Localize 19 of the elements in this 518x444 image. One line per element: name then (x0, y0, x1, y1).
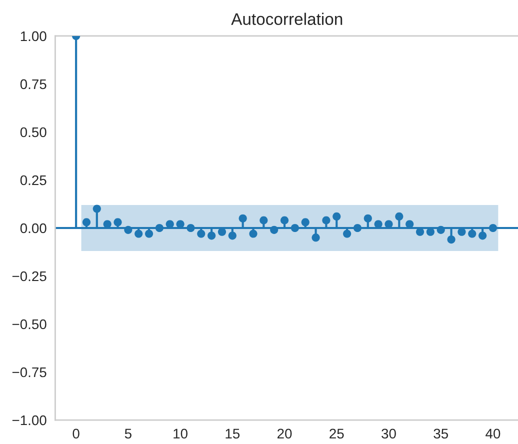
y-tick-label: −0.75 (12, 367, 46, 378)
x-tick-label: 25 (330, 428, 344, 439)
x-tick-label: 5 (124, 428, 132, 439)
x-tick-label: 20 (277, 428, 292, 439)
y-tick-label: 1.00 (20, 31, 46, 42)
y-tick-label: 0.25 (20, 175, 46, 186)
y-tick-label: −0.50 (12, 319, 46, 330)
x-tick-label: 40 (486, 428, 500, 439)
chart-title: Autocorrelation (231, 12, 342, 26)
y-tick-label: 0.75 (20, 79, 46, 90)
x-tick-label: 30 (382, 428, 396, 439)
x-tick-label: 10 (174, 428, 188, 439)
y-tick-label: −1.00 (12, 415, 46, 426)
y-tick-label: 0.00 (20, 223, 46, 234)
y-tick-label: 0.50 (20, 127, 46, 138)
x-tick-label: 35 (434, 428, 448, 439)
y-tick-label: −0.25 (12, 271, 46, 282)
x-tick-label: 15 (226, 428, 240, 439)
x-tick-label: 0 (72, 428, 80, 439)
